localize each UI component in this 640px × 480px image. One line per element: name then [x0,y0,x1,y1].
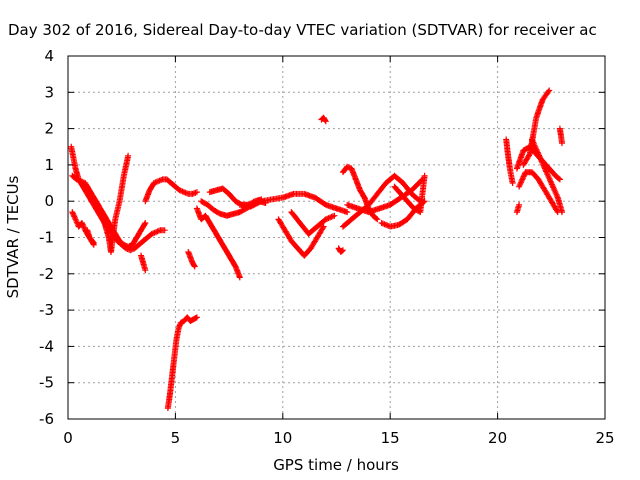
data-point-series [99,152,132,255]
y-tick-label: -3 [39,301,54,319]
data-point-series [236,190,351,216]
y-tick-label: 0 [44,192,54,210]
data-point-series [275,216,327,259]
plot-frame [67,55,606,420]
grid-layer [68,56,605,419]
data-point-series [528,136,565,216]
data-point-series [335,245,346,255]
y-tick-label: -5 [39,374,54,392]
y-tick-label: 3 [44,83,54,101]
data-point-series [164,314,200,412]
x-axis-label: GPS time / hours [273,456,399,474]
data-point-series [185,249,198,270]
chart-title: Day 302 of 2016, Sidereal Day-to-day VTE… [8,21,597,39]
y-tick-label: -6 [39,410,54,428]
data-point-series [516,169,561,216]
y-tick-label: -1 [39,229,54,247]
x-tick-label: 20 [488,429,507,447]
y-axis-label: SDTVAR / TECUs [4,175,22,298]
data-point-series [318,114,329,125]
data-point-series [556,125,565,147]
x-tick-label: 25 [595,429,614,447]
y-tick-label: -4 [39,337,54,355]
data-point-series [344,176,426,216]
data-point-series [288,209,338,237]
y-tick-label: 1 [44,156,54,174]
data-points-layer [68,87,565,412]
x-tick-label: 10 [273,429,292,447]
data-point-series [339,163,381,223]
data-point-series [503,136,516,186]
y-tick-label: 4 [44,47,54,65]
data-point-series [513,201,523,216]
data-point-series [84,227,97,246]
x-tick-label: 0 [63,429,73,447]
axes-layer: 0 5 10 15 20 25 -6 -5 -4 -3 -2 -1 0 1 2 3 4 [39,47,615,447]
y-tick-label: 2 [44,120,54,138]
x-tick-label: 15 [381,429,400,447]
data-point-series [142,176,200,205]
data-point-series [193,205,243,281]
x-tick-label: 5 [171,429,181,447]
data-point-series [138,252,149,274]
data-point-series [391,172,428,216]
y-tick-label: -2 [39,265,54,283]
